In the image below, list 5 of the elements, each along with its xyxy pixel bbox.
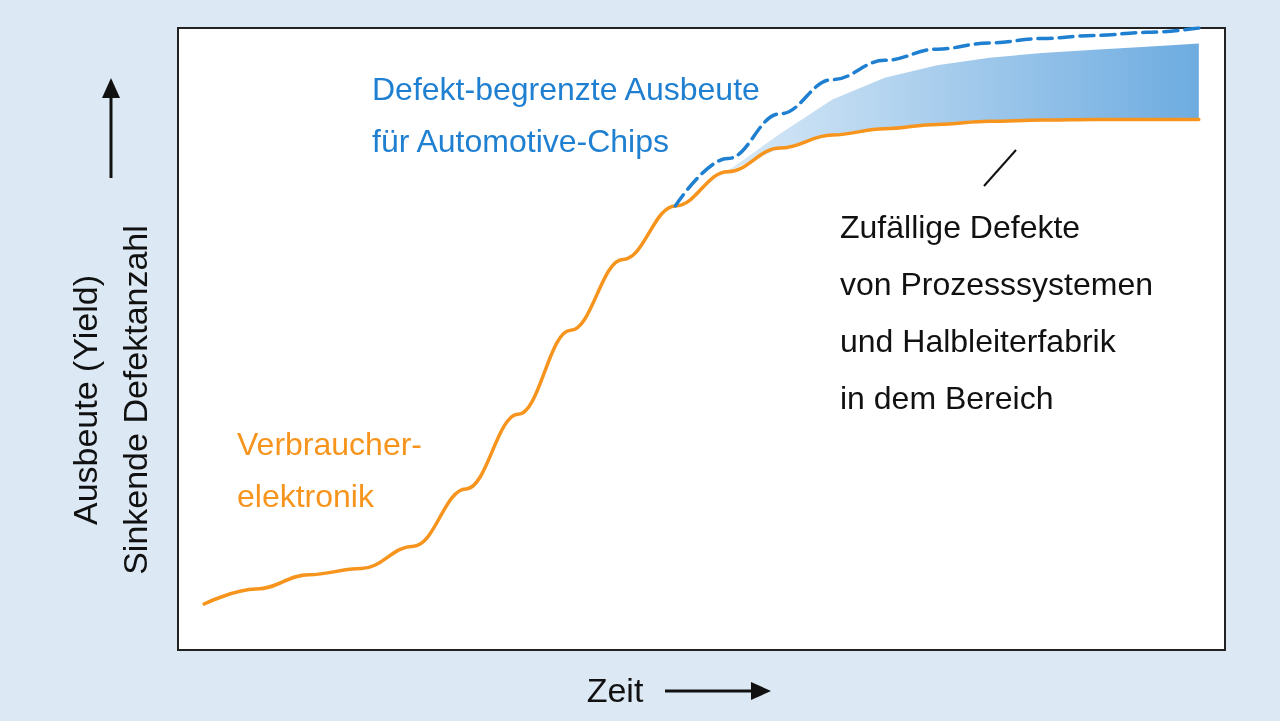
annotation: Zufällige Defekte von Prozesssystemen und Halbleiterfabrik in dem Bereich xyxy=(840,208,1154,416)
series-label: Defekt-begrenzte Ausbeute für Automotive-Chips xyxy=(372,71,760,159)
y-axis-title: Ausbeute (Yield) Sinkende Defektanzahl xyxy=(66,225,154,575)
series-label: Verbraucher- elektronik xyxy=(237,426,422,514)
x-axis-title: Zeit xyxy=(586,671,644,709)
